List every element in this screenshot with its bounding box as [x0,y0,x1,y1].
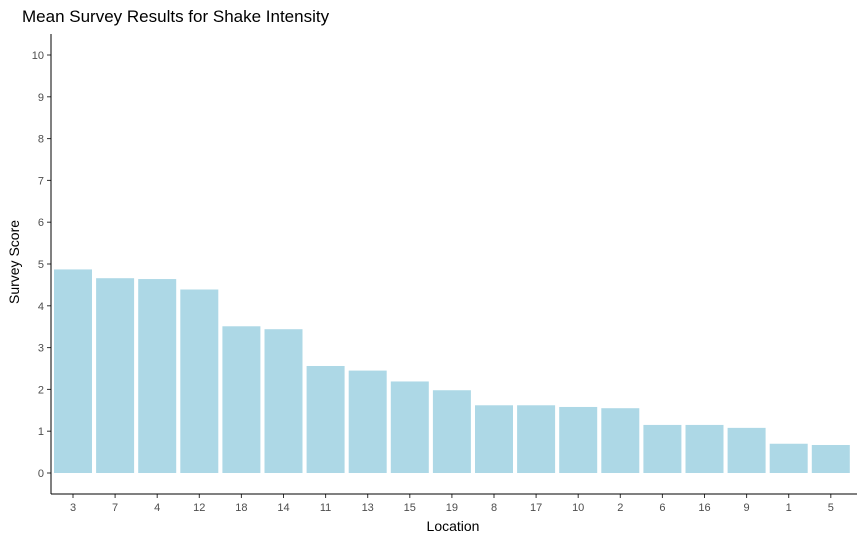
bar-location-10 [559,406,598,473]
x-tick-label: 8 [491,502,497,514]
x-tick-label: 7 [112,502,118,514]
bar-location-1 [769,443,808,473]
x-tick-label: 9 [744,502,750,514]
bar-location-16 [685,424,724,473]
bars-group [54,269,850,473]
x-tick-label: 2 [617,502,623,514]
x-tick-label: 18 [235,502,247,514]
bar-location-15 [390,381,429,473]
x-axis-title: Location [427,518,480,534]
y-tick-label: 9 [38,92,44,104]
x-tick-label: 19 [446,502,458,514]
bar-location-14 [264,329,303,473]
bar-location-5 [811,444,850,473]
x-tick-label: 10 [572,502,584,514]
bar-location-9 [727,427,766,473]
x-tick-label: 5 [828,502,834,514]
x-tick-label: 12 [193,502,205,514]
x-tick-label: 6 [659,502,665,514]
x-tick-label: 4 [154,502,160,514]
bar-location-7 [96,278,135,473]
bar-location-2 [601,408,640,473]
x-tick-label: 14 [277,502,289,514]
y-tick-label: 0 [38,468,44,480]
chart-title: Mean Survey Results for Shake Intensity [22,7,330,26]
x-axis-ticks: 3 7 4 12 18 14 11 13 15 19 8 17 10 2 6 16 9 1 5 [70,494,834,514]
x-tick-label: 17 [530,502,542,514]
bar-location-6 [643,424,682,473]
x-tick-label: 1 [786,502,792,514]
bar-location-8 [475,405,513,473]
y-axis-title: Survey Score [6,220,22,304]
y-axis-ticks: 0 1 2 3 4 5 6 7 8 9 10 [32,50,51,480]
bar-location-11 [306,365,345,473]
bar-location-4 [138,279,177,473]
x-tick-label: 11 [320,502,331,514]
y-tick-label: 5 [38,259,44,271]
x-tick-label: 15 [404,502,416,514]
bar-location-18 [222,326,261,473]
x-tick-label: 3 [70,502,76,514]
y-tick-label: 6 [38,217,44,229]
bar-location-19 [432,390,471,473]
y-tick-label: 1 [38,426,44,438]
y-tick-label: 8 [38,134,44,146]
bar-location-13 [348,370,387,473]
y-tick-label: 2 [38,384,44,396]
bar-location-17 [517,405,556,473]
x-tick-label: 13 [362,502,374,514]
x-tick-label: 16 [698,502,710,514]
y-tick-label: 7 [38,175,44,187]
bar-location-12 [180,289,219,473]
y-tick-label: 4 [38,301,44,313]
y-tick-label: 10 [32,50,44,62]
y-tick-label: 3 [38,343,44,355]
bar-location-3 [54,269,92,473]
